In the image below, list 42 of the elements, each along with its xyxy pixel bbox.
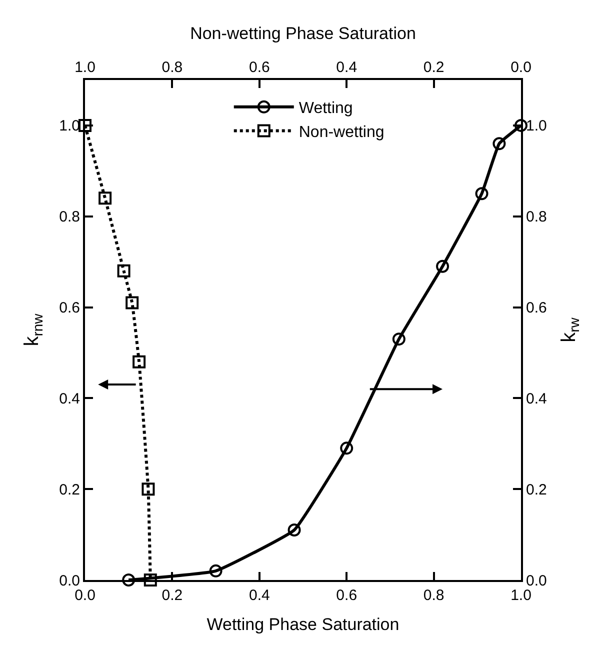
- point: [144, 574, 157, 586]
- point: [132, 355, 146, 368]
- point: [78, 118, 92, 132]
- x2-tick-label: 0.6: [248, 59, 270, 76]
- point: [117, 264, 130, 278]
- x2-tick-label: 0.0: [510, 59, 532, 76]
- y2-tick-label: 0.6: [526, 300, 547, 317]
- x-tick-label: 0.2: [162, 587, 183, 604]
- legend-label: Non-wetting: [298, 124, 384, 141]
- y-tick-label: 0.2: [59, 481, 80, 498]
- x2-axis-title: Non-wetting Phase Saturation: [190, 24, 416, 44]
- x-axis-title: Wetting Phase Saturation: [206, 614, 400, 634]
- x-tick-label: 0.8: [423, 587, 444, 604]
- x2-tick-label: 1.0: [74, 59, 96, 76]
- y-tick-label: 0.4: [59, 390, 80, 408]
- x2-tick-label: 0.8: [162, 59, 183, 76]
- point: [475, 187, 488, 200]
- point: [340, 442, 354, 455]
- point: [126, 296, 139, 310]
- point: [142, 482, 155, 496]
- x-tick-label: 0.0: [74, 587, 96, 604]
- y2-tick-label: 0.4: [526, 390, 547, 408]
- y2-tick-label: 0.0: [526, 572, 547, 590]
- y2-tick-label: 0.8: [526, 208, 547, 226]
- x-tick-label: 0.4: [248, 587, 270, 604]
- point: [98, 192, 112, 205]
- y-tick-label: 0.8: [59, 208, 80, 226]
- y-tick-label: 0.0: [59, 572, 80, 590]
- point: [122, 574, 136, 586]
- x2-tick-label: 0.2: [423, 59, 444, 76]
- point: [492, 137, 506, 150]
- x-tick-label: 0.6: [336, 587, 358, 604]
- x-tick-label: 1.0: [510, 587, 532, 604]
- y2-tick-label: 1.0: [526, 118, 547, 135]
- legend-label: Wetting: [298, 100, 353, 118]
- y-tick-label: 0.6: [59, 300, 80, 317]
- y2-tick-label: 0.2: [526, 481, 547, 498]
- point: [209, 564, 222, 578]
- x2-tick-label: 0.4: [336, 59, 358, 76]
- point: [436, 260, 450, 273]
- point: [392, 332, 406, 346]
- point: [288, 524, 301, 536]
